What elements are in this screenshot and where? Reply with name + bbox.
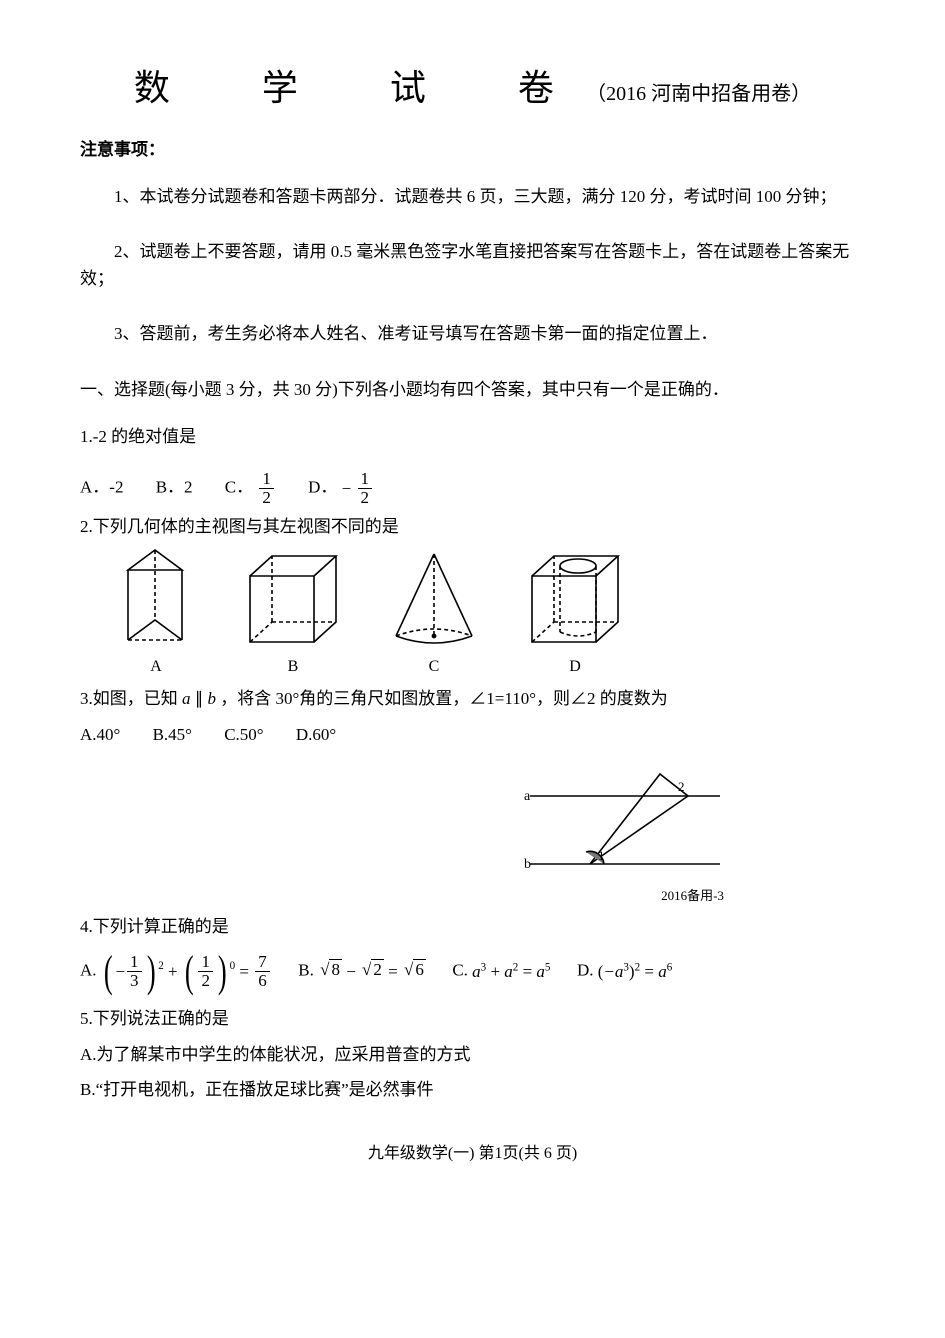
q3-figure: a b 1 2 2016备用-3 bbox=[520, 766, 865, 907]
q2-label-a: A bbox=[110, 654, 202, 680]
q1-opt-d-label: D． bbox=[308, 477, 337, 496]
title-sub: （2016 河南中招备用卷） bbox=[586, 83, 811, 105]
q1-options: A．-2 B．2 C． 1 2 D． − 1 2 bbox=[80, 470, 865, 507]
q5-opt-b: B.“打开电视机，正在播放足球比赛”是必然事件 bbox=[80, 1076, 865, 1103]
parallel-lines-icon: a b 1 2 bbox=[520, 766, 730, 886]
q2-stem: 2.下列几何体的主视图与其左视图不同的是 bbox=[80, 513, 865, 540]
q1-opt-d-frac: 1 2 bbox=[358, 470, 373, 507]
q1-opt-c-label: C． bbox=[225, 477, 253, 496]
q2-fig-a: A bbox=[110, 548, 202, 680]
q2-label-c: C bbox=[384, 654, 484, 680]
q4-opt-c-expr: a3 + a2 = a5 bbox=[472, 962, 550, 981]
q2-figures: A B C bbox=[110, 548, 865, 680]
cube-icon bbox=[238, 548, 348, 652]
q4-stem: 4.下列计算正确的是 bbox=[80, 913, 865, 940]
q3-fig-angle2: 2 bbox=[678, 779, 685, 794]
q3-stem: 3.如图，已知 a ∥ b ，将含 30°角的三角尺如图放置，∠1=110°，则… bbox=[80, 685, 865, 712]
cube-hole-icon bbox=[520, 548, 630, 652]
q4-opt-a-label: A. bbox=[80, 960, 97, 979]
q3-opt-c: C.50° bbox=[224, 725, 263, 744]
notice-3: 3、答题前，考生务必将本人姓名、准考证号填写在答题卡第一面的指定位置上． bbox=[80, 320, 865, 347]
q3-opt-d: D.60° bbox=[296, 725, 336, 744]
notice-1: 1、本试卷分试题卷和答题卡两部分．试题卷共 6 页，三大题，满分 120 分，考… bbox=[80, 183, 865, 210]
q2-fig-d: D bbox=[520, 548, 630, 680]
q4-options: A. (−13)2 + (12)0 = 76 B. 8 − 2 = 6 C. a… bbox=[80, 952, 865, 992]
prism-icon bbox=[110, 548, 202, 652]
q2-fig-b: B bbox=[238, 548, 348, 680]
q4-opt-d-label: D. bbox=[577, 960, 594, 979]
q5-stem: 5.下列说法正确的是 bbox=[80, 1005, 865, 1032]
title-main: 数 学 试 卷 bbox=[134, 68, 582, 108]
q1-stem: 1.-2 的绝对值是 bbox=[80, 423, 865, 450]
section-1-heading: 一、选择题(每小题 3 分，共 30 分)下列各小题均有四个答案，其中只有一个是… bbox=[80, 376, 865, 403]
notice-heading: 注意事项： bbox=[80, 136, 865, 163]
q1-opt-c-frac: 1 2 bbox=[259, 470, 274, 507]
cone-icon bbox=[384, 548, 484, 652]
q2-label-d: D bbox=[520, 654, 630, 680]
q1-opt-d-neg: − bbox=[342, 479, 352, 498]
q1-opt-a: A．-2 bbox=[80, 477, 123, 496]
q3-fig-a-label: a bbox=[524, 789, 531, 804]
notice-2: 2、试题卷上不要答题，请用 0.5 毫米黑色签字水笔直接把答案写在答题卡上，答在… bbox=[80, 238, 865, 292]
page-title: 数 学 试 卷 （2016 河南中招备用卷） bbox=[80, 60, 865, 118]
q5-opt-a: A.为了解某市中学生的体能状况，应采用普查的方式 bbox=[80, 1041, 865, 1068]
q4-opt-d-expr: (−a3)2 = a6 bbox=[598, 962, 673, 981]
q3-opt-b: B.45° bbox=[153, 725, 192, 744]
page-footer: 九年级数学(一) 第1页(共 6 页) bbox=[80, 1141, 865, 1167]
q3-figure-caption: 2016备用-3 bbox=[520, 886, 865, 907]
q3-opt-a: A.40° bbox=[80, 725, 120, 744]
q3-a-parallel-b: a ∥ b bbox=[182, 689, 220, 708]
q3-options: A.40° B.45° C.50° D.60° bbox=[80, 721, 865, 748]
q4-opt-c-label: C. bbox=[452, 960, 468, 979]
notices: 1、本试卷分试题卷和答题卡两部分．试题卷共 6 页，三大题，满分 120 分，考… bbox=[80, 183, 865, 348]
q3-fig-b-label: b bbox=[524, 857, 531, 872]
q2-label-b: B bbox=[238, 654, 348, 680]
q3-fig-angle1: 1 bbox=[598, 848, 605, 863]
q1-opt-b: B．2 bbox=[156, 477, 193, 496]
q2-fig-c: C bbox=[384, 548, 484, 680]
q4-opt-b-label: B. bbox=[298, 960, 314, 979]
